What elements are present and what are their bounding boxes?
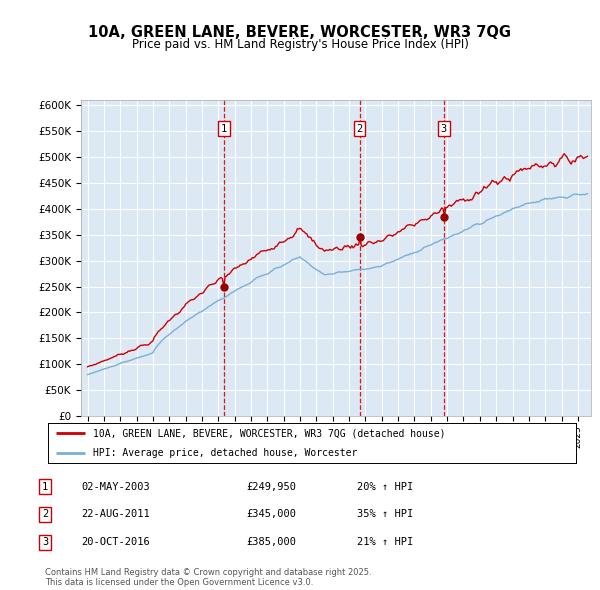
Text: 10A, GREEN LANE, BEVERE, WORCESTER, WR3 7QG: 10A, GREEN LANE, BEVERE, WORCESTER, WR3 … <box>89 25 511 40</box>
Text: 3: 3 <box>42 537 48 547</box>
Text: 10A, GREEN LANE, BEVERE, WORCESTER, WR3 7QG (detached house): 10A, GREEN LANE, BEVERE, WORCESTER, WR3 … <box>93 428 445 438</box>
Text: 1: 1 <box>221 124 227 134</box>
Text: 20-OCT-2016: 20-OCT-2016 <box>81 537 150 547</box>
Text: 2: 2 <box>356 124 362 134</box>
Text: £249,950: £249,950 <box>246 482 296 491</box>
Text: Contains HM Land Registry data © Crown copyright and database right 2025.
This d: Contains HM Land Registry data © Crown c… <box>45 568 371 587</box>
Text: 3: 3 <box>441 124 447 134</box>
Text: 20% ↑ HPI: 20% ↑ HPI <box>357 482 413 491</box>
Text: £345,000: £345,000 <box>246 510 296 519</box>
Text: Price paid vs. HM Land Registry's House Price Index (HPI): Price paid vs. HM Land Registry's House … <box>131 38 469 51</box>
Text: 2: 2 <box>42 510 48 519</box>
Text: 1: 1 <box>42 482 48 491</box>
Text: 35% ↑ HPI: 35% ↑ HPI <box>357 510 413 519</box>
Text: HPI: Average price, detached house, Worcester: HPI: Average price, detached house, Worc… <box>93 448 357 458</box>
Text: 02-MAY-2003: 02-MAY-2003 <box>81 482 150 491</box>
Text: 21% ↑ HPI: 21% ↑ HPI <box>357 537 413 547</box>
Text: 22-AUG-2011: 22-AUG-2011 <box>81 510 150 519</box>
Text: £385,000: £385,000 <box>246 537 296 547</box>
